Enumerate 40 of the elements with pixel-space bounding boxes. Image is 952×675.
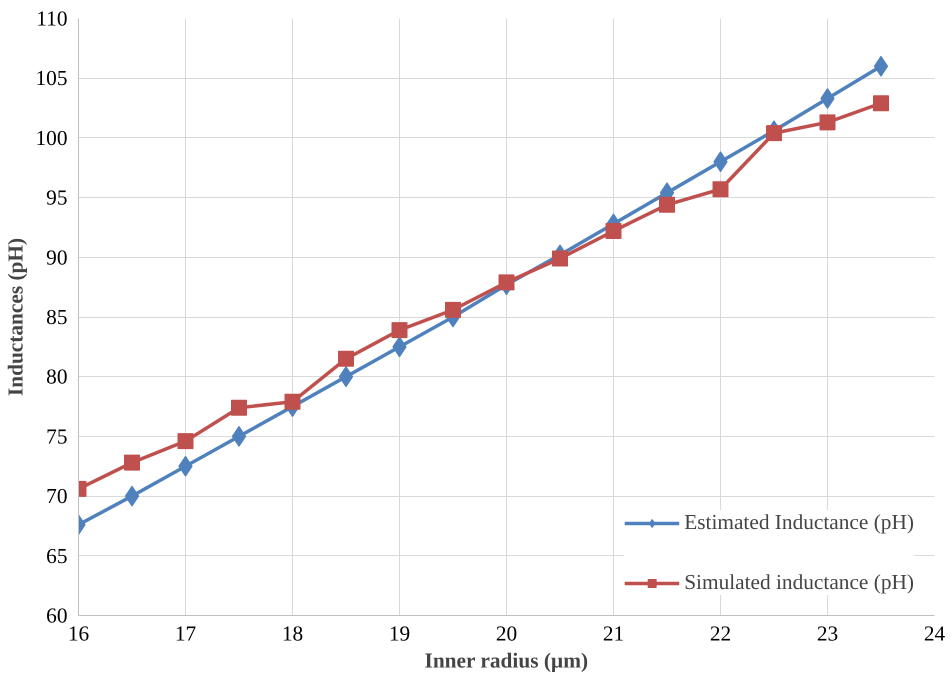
y-tick-label: 80 bbox=[46, 364, 68, 389]
legend-label: Simulated inductance (pH) bbox=[684, 570, 914, 595]
y-axis-title: Inductances (pH) bbox=[4, 238, 28, 396]
x-tick-label: 22 bbox=[710, 622, 732, 646]
y-tick-label: 105 bbox=[36, 66, 68, 90]
y-tick-label: 110 bbox=[36, 6, 68, 30]
x-tick-label: 24 bbox=[924, 622, 946, 646]
point bbox=[712, 181, 728, 198]
x-tick-label: 23 bbox=[816, 622, 838, 646]
point bbox=[659, 196, 675, 213]
y-tick-label: 95 bbox=[46, 186, 68, 210]
point bbox=[820, 88, 835, 109]
point bbox=[178, 433, 194, 450]
y-tick-label: 90 bbox=[46, 245, 68, 270]
point bbox=[445, 302, 461, 318]
y-tick-label: 70 bbox=[46, 484, 68, 508]
point bbox=[766, 125, 782, 142]
point bbox=[820, 114, 836, 130]
x-tick-label: 18 bbox=[282, 622, 304, 646]
point bbox=[552, 250, 568, 266]
x-tick-label: 17 bbox=[174, 622, 196, 646]
point bbox=[284, 394, 300, 410]
y-tick-label: 100 bbox=[36, 126, 68, 150]
point bbox=[873, 95, 889, 112]
point bbox=[498, 274, 514, 290]
legend-label: Estimated Inductance (pH) bbox=[684, 510, 914, 535]
x-tick-label: 19 bbox=[388, 622, 410, 646]
point bbox=[231, 400, 247, 416]
y-tick-label: 75 bbox=[46, 424, 68, 448]
x-tick-label: 21 bbox=[602, 622, 624, 646]
point bbox=[606, 223, 622, 240]
point bbox=[338, 350, 354, 367]
point bbox=[392, 322, 408, 338]
y-tick-label: 85 bbox=[46, 305, 68, 329]
x-axis-title: Inner radius (µm) bbox=[424, 648, 588, 672]
x-tick-label: 20 bbox=[496, 622, 518, 646]
point bbox=[124, 454, 140, 471]
x-tick-label: 16 bbox=[68, 622, 90, 646]
y-tick-label: 60 bbox=[46, 604, 68, 628]
y-tick-label: 65 bbox=[46, 544, 68, 568]
